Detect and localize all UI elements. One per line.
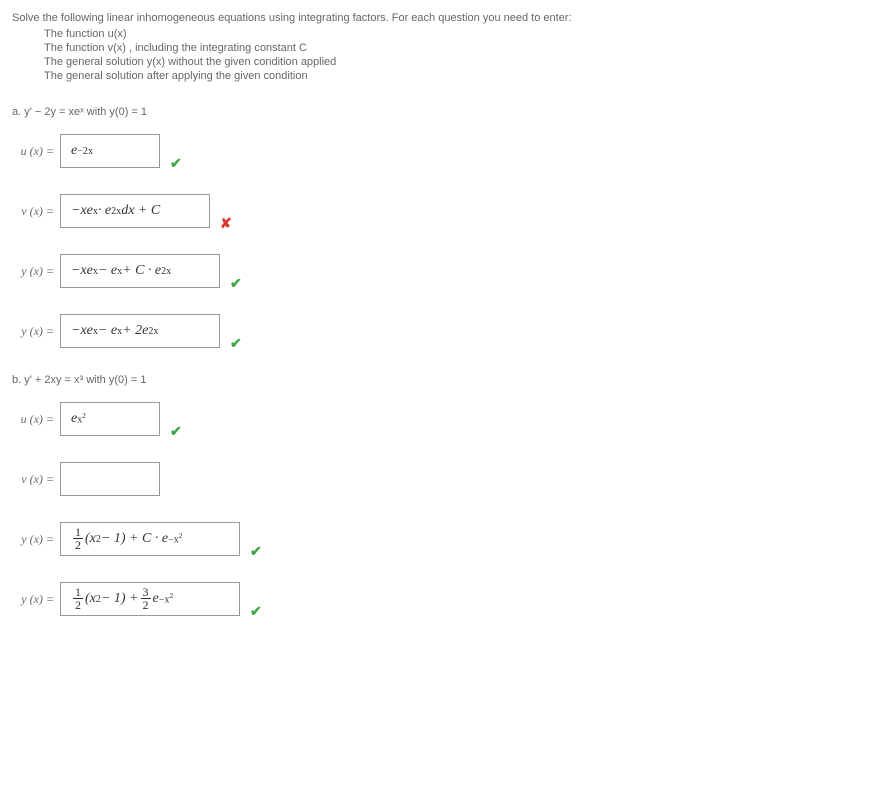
check-icon: ✔ <box>230 335 242 352</box>
check-icon: ✔ <box>250 603 262 620</box>
lhs-label: u (x) = <box>12 412 60 427</box>
intro-lead: Solve the following linear inhomogeneous… <box>12 12 858 24</box>
part-a-row-u: u (x) = e−2x ✔ <box>12 134 858 168</box>
cross-icon: ✘ <box>220 215 232 232</box>
check-icon: ✔ <box>170 423 182 440</box>
check-icon: ✔ <box>250 543 262 560</box>
answer-box[interactable] <box>60 462 160 496</box>
answer-box[interactable]: e−2x <box>60 134 160 168</box>
intro-item: The function u(x) <box>44 28 858 40</box>
answer-box[interactable]: −xex · e2xdx + C <box>60 194 210 228</box>
part-a-row-v: v (x) = −xex · e2xdx + C ✘ <box>12 194 858 228</box>
part-a-row-y1: y (x) = −xex − ex + C · e2x ✔ <box>12 254 858 288</box>
part-a-row-y2: y (x) = −xex − ex + 2e2x ✔ <box>12 314 858 348</box>
answer-box[interactable]: −xex − ex + C · e2x <box>60 254 220 288</box>
intro-item: The function v(x) , including the integr… <box>44 42 858 54</box>
answer-box[interactable]: −xex − ex + 2e2x <box>60 314 220 348</box>
lhs-label: v (x) = <box>12 204 60 219</box>
answer-box[interactable]: 12(x2 − 1) + C · e−x2 <box>60 522 240 556</box>
intro-list: The function u(x) The function v(x) , in… <box>44 28 858 82</box>
lhs-label: y (x) = <box>12 532 60 547</box>
part-b-row-y2: y (x) = 12(x2 − 1) + 32e−x2 ✔ <box>12 582 858 616</box>
part-a-label: a. y' − 2y = xeˣ with y(0) = 1 <box>12 106 858 118</box>
intro-item: The general solution y(x) without the gi… <box>44 56 858 68</box>
part-b-label: b. y' + 2xy = x³ with y(0) = 1 <box>12 374 858 386</box>
answer-box[interactable]: ex2 <box>60 402 160 436</box>
lhs-label: y (x) = <box>12 592 60 607</box>
part-b-row-v: v (x) = <box>12 462 858 496</box>
check-icon: ✔ <box>230 275 242 292</box>
lhs-label: y (x) = <box>12 264 60 279</box>
part-b-row-y1: y (x) = 12(x2 − 1) + C · e−x2 ✔ <box>12 522 858 556</box>
answer-box[interactable]: 12(x2 − 1) + 32e−x2 <box>60 582 240 616</box>
lhs-label: y (x) = <box>12 324 60 339</box>
part-b-row-u: u (x) = ex2 ✔ <box>12 402 858 436</box>
lhs-label: u (x) = <box>12 144 60 159</box>
intro-item: The general solution after applying the … <box>44 70 858 82</box>
check-icon: ✔ <box>170 155 182 172</box>
lhs-label: v (x) = <box>12 472 60 487</box>
